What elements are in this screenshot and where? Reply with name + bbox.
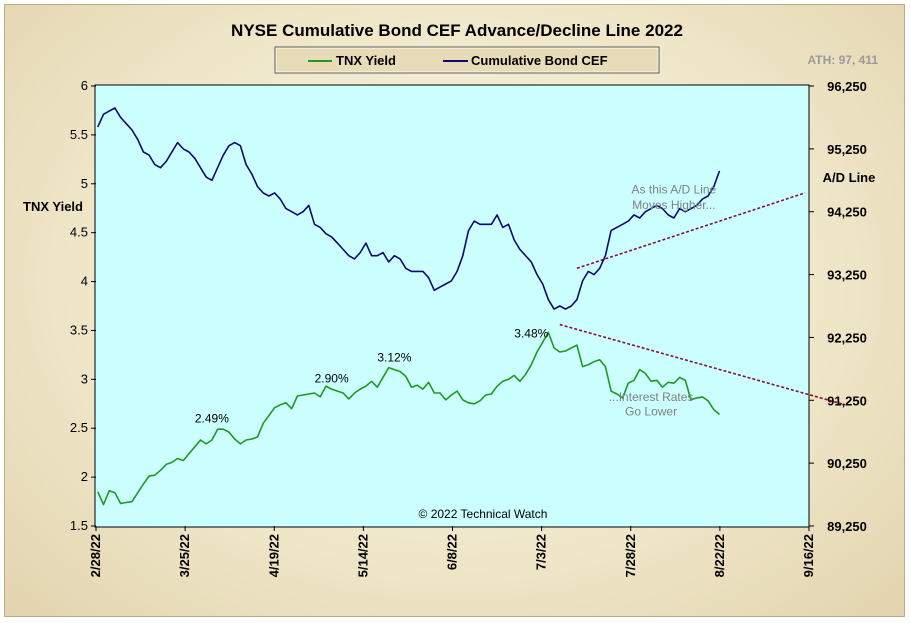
x-tick-label: 6/8/22 <box>445 534 460 570</box>
annotation-label: ...Interest Rates <box>609 390 694 404</box>
annotation-label: 3.48% <box>514 326 548 340</box>
trendlines <box>559 192 846 406</box>
x-tick-label: 7/28/22 <box>623 534 638 577</box>
x-tick-label: 3/25/22 <box>177 534 192 577</box>
series-lines <box>97 107 721 506</box>
left-axis: 1.5 2 2.5 3 3.5 4 4.5 5 5.5 6 <box>70 78 96 533</box>
left-axis-label: TNX Yield <box>23 199 83 214</box>
right-axis: 89,250 90,250 91,250 92,250 93,250 94,250 95,2… <box>809 79 867 534</box>
annotations: 2.49% 2.90% 3.12% 3.48% As this A/D LineMove… <box>195 183 717 426</box>
x-tick-label: 4/19/22 <box>266 534 281 577</box>
right-tick-label: 95,250 <box>827 142 867 157</box>
left-tick-label: 2.5 <box>70 420 88 435</box>
x-tick-label: 5/14/22 <box>355 534 370 577</box>
annotation-label: As this A/D Line <box>632 183 717 197</box>
ath-label: ATH: 97, 411 <box>808 53 879 67</box>
x-tick-label: 8/22/22 <box>712 534 727 577</box>
right-tick-label: 89,250 <box>827 519 867 534</box>
annotation-label: 2.90% <box>315 371 349 385</box>
left-tick-label: 4 <box>81 274 88 289</box>
legend-label-tnx: TNX Yield <box>336 53 396 68</box>
annotation-label: 2.49% <box>195 411 229 425</box>
plot-area <box>94 84 810 528</box>
left-tick-label: 2 <box>81 469 88 484</box>
chart-title: NYSE Cumulative Bond CEF Advance/Decline… <box>231 21 683 40</box>
trendline <box>576 192 806 270</box>
annotation-label: Moves Higher... <box>632 198 715 212</box>
annotation-label: Go Lower <box>625 405 677 419</box>
left-tick-label: 4.5 <box>70 225 88 240</box>
left-tick-label: 3 <box>81 371 88 386</box>
x-axis: 2/28/22 3/25/22 4/19/22 5/14/22 6/8/22 7/3/22… <box>88 526 816 577</box>
right-tick-label: 90,250 <box>827 456 867 471</box>
right-axis-label: A/D Line <box>823 170 876 185</box>
x-tick-label: 9/16/22 <box>801 534 816 577</box>
legend-label-cef: Cumulative Bond CEF <box>471 53 608 68</box>
right-tick-label: 96,250 <box>827 79 867 94</box>
left-tick-label: 6 <box>81 78 88 93</box>
cumulative-bond-cef-line <box>97 107 721 310</box>
left-tick-label: 3.5 <box>70 322 88 337</box>
left-tick-label: 5.5 <box>70 127 88 142</box>
chart-svg: NYSE Cumulative Bond CEF Advance/Decline… <box>23 21 879 577</box>
right-tick-label: 92,250 <box>827 330 867 345</box>
tnx-yield-line <box>97 331 721 506</box>
legend: TNX Yield Cumulative Bond CEF <box>274 46 660 74</box>
left-tick-label: 5 <box>81 176 88 191</box>
x-tick-label: 2/28/22 <box>88 534 103 577</box>
right-tick-label: 94,250 <box>827 205 867 220</box>
left-tick-label: 1.5 <box>70 518 88 533</box>
chart-frame: NYSE Cumulative Bond CEF Advance/Decline… <box>4 4 905 617</box>
copyright-label: © 2022 Technical Watch <box>419 507 548 521</box>
right-tick-label: 91,250 <box>827 393 867 408</box>
trendline <box>559 323 846 406</box>
annotation-label: 3.12% <box>377 351 411 365</box>
right-tick-label: 93,250 <box>827 268 867 283</box>
x-tick-label: 7/3/22 <box>534 534 549 570</box>
